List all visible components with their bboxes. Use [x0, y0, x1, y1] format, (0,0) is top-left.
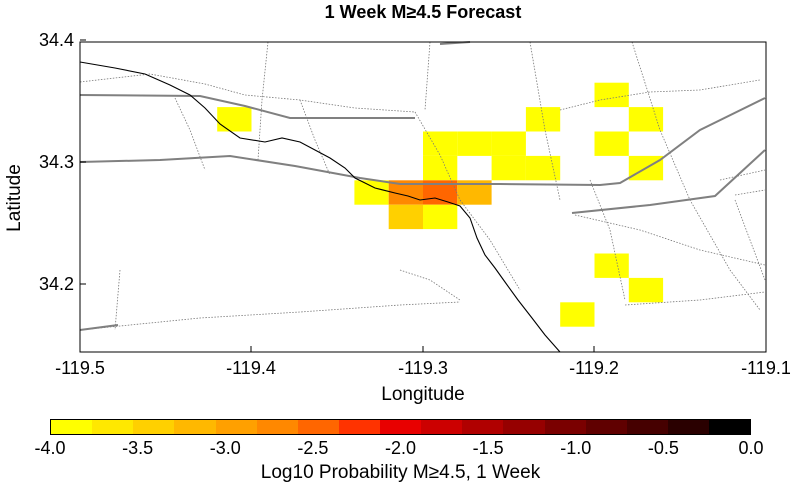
- colorbar-swatch: [256, 420, 298, 434]
- fault-trace: [174, 97, 206, 171]
- probability-cell: [388, 204, 423, 230]
- probability-cell: [457, 131, 492, 156]
- colorbar-swatch: [297, 420, 339, 434]
- probability-cell: [423, 131, 458, 156]
- probability-cell: [491, 155, 526, 181]
- colorbar-swatch: [462, 420, 504, 434]
- x-tick-label: -119.5: [55, 358, 105, 378]
- probability-cell: [594, 82, 629, 108]
- y-tick-label: 34.4: [39, 30, 74, 50]
- colorbar-swatch: [338, 420, 380, 434]
- colorbar-swatch: [544, 420, 586, 434]
- x-tick-label: -119.3: [398, 358, 448, 378]
- geographic-lines: [79, 41, 766, 353]
- y-tick-label: 34.3: [39, 152, 74, 172]
- fault-trace: [114, 269, 121, 331]
- colorbar-tick-label: 0.0: [738, 438, 764, 458]
- probability-cell: [594, 253, 629, 278]
- colorbar-tick-label: -3.5: [122, 438, 154, 458]
- colorbar-tick-label: -3.0: [209, 438, 241, 458]
- coastline: [79, 61, 561, 353]
- colorbar-swatch: [174, 420, 216, 434]
- colorbar-swatch: [667, 420, 709, 434]
- x-axis-label: Longitude: [381, 384, 464, 405]
- fault-trace: [257, 41, 269, 161]
- major-fault: [79, 94, 415, 119]
- probability-cell: [560, 302, 595, 327]
- colorbar-swatch: [92, 420, 134, 434]
- probability-cell: [354, 180, 389, 205]
- probability-cell: [525, 155, 561, 181]
- x-tick-label: -119.1: [741, 358, 791, 378]
- colorbar-swatch: [380, 420, 422, 434]
- fault-trace: [79, 73, 416, 113]
- forecast-map[interactable]: -119.5 -119.4 -119.3 -119.2 -119.1 34.4 …: [0, 0, 800, 418]
- probability-cell: [423, 204, 458, 230]
- colorbar-swatch: [51, 420, 93, 434]
- probability-cell: [594, 131, 629, 156]
- y-axis-label: Latitude: [4, 164, 25, 232]
- colorbar-label: Log10 Probability M≥4.5, 1 Week: [260, 462, 541, 483]
- colorbar-tick-label: -1.5: [472, 438, 504, 458]
- colorbar-swatch: [626, 420, 668, 434]
- probability-cell: [628, 107, 664, 132]
- fault-trace: [299, 99, 331, 176]
- fault-trace: [424, 41, 431, 111]
- colorbar-tick-label: -1.0: [560, 438, 592, 458]
- fault-trace: [734, 199, 766, 281]
- colorbar: [50, 419, 751, 435]
- colorbar-swatch: [215, 420, 257, 434]
- fault-trace: [574, 214, 766, 266]
- colorbar-swatch: [709, 420, 751, 434]
- colorbar-swatch: [133, 420, 175, 434]
- colorbar-tick-label: -2.0: [384, 438, 417, 458]
- fault-trace: [559, 79, 761, 111]
- probability-cell: [217, 107, 252, 132]
- map-title: 1 Week M≥4.5 Forecast: [324, 2, 522, 22]
- probability-cell: [628, 277, 664, 303]
- colorbar-tick-label: -2.5: [297, 438, 329, 458]
- fault-trace: [414, 111, 521, 291]
- colorbar-swatch: [585, 420, 627, 434]
- probability-cell: [423, 155, 458, 181]
- colorbar-swatch: [503, 420, 545, 434]
- fault-trace: [734, 189, 766, 196]
- probability-cell: [491, 131, 526, 156]
- x-tick-label: -119.2: [569, 358, 619, 378]
- fault-trace: [589, 179, 626, 301]
- fault-trace: [624, 291, 766, 306]
- major-fault: [79, 324, 119, 331]
- y-tick-label: 34.2: [39, 274, 74, 294]
- colorbar-swatch: [421, 420, 463, 434]
- fault-trace: [79, 301, 461, 331]
- probability-cells: [217, 82, 664, 327]
- major-fault: [571, 149, 766, 214]
- major-fault: [79, 97, 766, 187]
- colorbar-tick-label: -0.5: [647, 438, 679, 458]
- colorbar-tick-label: -4.0: [34, 438, 66, 458]
- fault-trace: [399, 269, 461, 301]
- x-tick-label: -119.4: [226, 358, 276, 378]
